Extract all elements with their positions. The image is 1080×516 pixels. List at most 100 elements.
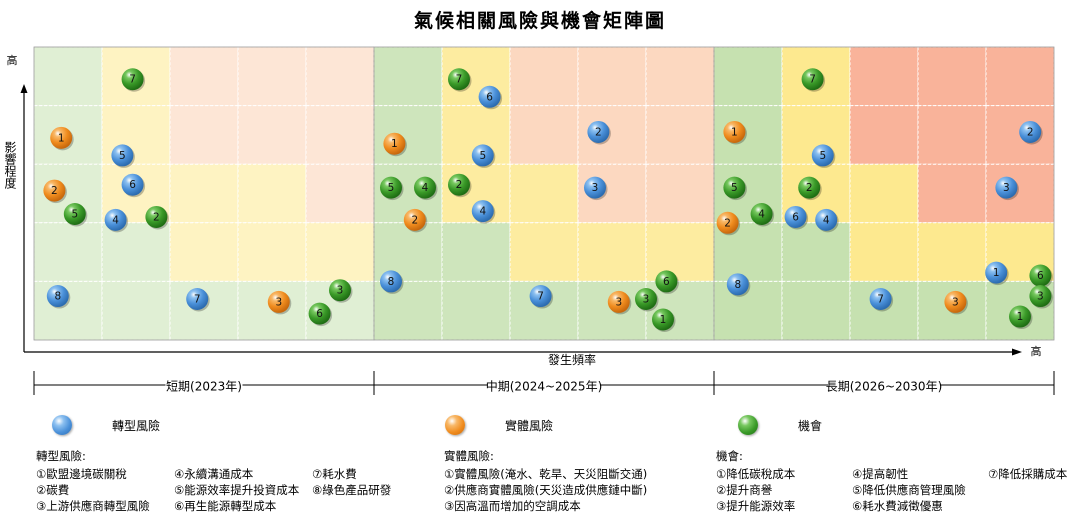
- marker-label: 8: [388, 276, 395, 288]
- physical-risk-marker-1: 1: [723, 120, 747, 145]
- matrix-cell: [645, 105, 715, 165]
- opportunity-marker-3: 3: [635, 287, 659, 312]
- period-label-bg: [165, 377, 243, 393]
- marker-label: 7: [537, 291, 544, 303]
- marker-circle: [50, 126, 73, 149]
- marker-circle: [1009, 305, 1031, 328]
- marker-label: 3: [337, 285, 344, 297]
- description-item: ⑥耗水費減徵優惠: [852, 499, 943, 513]
- transition-risk-marker-5: 5: [811, 144, 836, 168]
- marker-label: 3: [952, 296, 959, 308]
- marker-circle: [145, 205, 168, 228]
- physical-risk-marker-1: 1: [383, 132, 407, 157]
- marker-label: 3: [615, 296, 622, 308]
- marker-label: 1: [731, 126, 738, 138]
- description-item: ②提升商譽: [716, 483, 773, 497]
- marker-circle: [726, 273, 749, 296]
- opportunity-marker-5: 5: [380, 176, 404, 201]
- marker-label: 3: [1003, 182, 1010, 194]
- marker-circle: [471, 144, 494, 167]
- marker-label: 1: [58, 132, 65, 144]
- transition-risk-marker-8: 8: [380, 270, 404, 294]
- marker-label: 2: [806, 182, 813, 194]
- opportunity-marker-5: 5: [63, 203, 88, 227]
- marker-label: 2: [1027, 126, 1034, 138]
- marker-label: 3: [1037, 291, 1044, 303]
- matrix-cell: [237, 163, 307, 224]
- marker-circle: [403, 208, 426, 231]
- period-label-bg: [828, 377, 940, 393]
- description-item: ⑧綠色產品研發: [312, 483, 392, 497]
- marker-circle: [985, 261, 1008, 284]
- marker-circle: [43, 179, 66, 202]
- matrix-cell: [169, 46, 239, 107]
- description-item: ⑥再生能源轉型成本: [174, 499, 277, 513]
- marker-circle: [1019, 120, 1042, 143]
- marker-circle: [471, 200, 494, 223]
- matrix-cell: [849, 105, 919, 165]
- marker-label: 4: [112, 214, 119, 226]
- transition-risk-marker-4: 4: [815, 208, 839, 233]
- matrix-cell: [33, 46, 103, 107]
- marker-label: 8: [734, 279, 741, 291]
- matrix-cell: [577, 222, 647, 282]
- marker-circle: [798, 176, 821, 199]
- matrix-cell: [101, 280, 171, 341]
- opportunity-marker-1: 1: [1009, 305, 1033, 330]
- matrix-cell: [305, 46, 375, 107]
- marker-label: 2: [724, 217, 731, 229]
- marker-circle: [716, 211, 739, 234]
- marker-label: 7: [877, 293, 884, 305]
- matrix-cell: [713, 46, 783, 107]
- period-label: 短期(2023年): [166, 380, 242, 394]
- matrix-cell: [237, 46, 307, 107]
- matrix-cell: [33, 222, 103, 282]
- matrix-cell: [373, 280, 443, 341]
- physical-risk-marker-2: 2: [43, 179, 67, 204]
- matrix-cell: [509, 105, 579, 165]
- transition-risk-marker-7: 7: [186, 287, 210, 312]
- marker-label: 2: [595, 126, 602, 138]
- matrix-cell: [577, 280, 647, 341]
- transition-risk-marker-7: 7: [529, 285, 554, 309]
- matrix-cell: [781, 222, 851, 282]
- opportunity-marker-7: 7: [121, 68, 146, 92]
- risk-opportunity-matrix: 高 高 影響程度 發生頻率 短期(2023年) 中期(2024~2025年) 長期(…: [3, 46, 1055, 395]
- legend-marker-physical-icon: [445, 415, 465, 435]
- marker-circle: [1029, 285, 1052, 308]
- marker-label: 3: [643, 293, 650, 305]
- physical-risk-marker-3: 3: [944, 290, 968, 315]
- physical-risk-marker-2: 2: [716, 211, 741, 236]
- opportunity-marker-7: 7: [448, 68, 472, 92]
- matrix-cell: [849, 222, 919, 282]
- opportunity-marker-2: 2: [448, 173, 472, 198]
- marker-label: 6: [129, 179, 136, 191]
- marker-circle: [944, 290, 967, 313]
- matrix-cell: [645, 222, 715, 282]
- marker-label: 2: [411, 214, 418, 226]
- opportunity-marker-3: 3: [329, 279, 353, 303]
- marker-label: 7: [194, 293, 201, 305]
- marker-label: 6: [316, 308, 323, 320]
- opportunity-marker-4: 4: [414, 176, 438, 201]
- marker-label: 5: [388, 182, 395, 194]
- transition-risk-marker-8: 8: [726, 273, 751, 297]
- marker-label: 7: [129, 74, 136, 86]
- matrix-cell: [849, 46, 919, 107]
- marker-circle: [995, 176, 1018, 199]
- description-item: ⑦降低採購成本: [988, 467, 1068, 481]
- marker-label: 5: [119, 150, 126, 162]
- transition-risk-marker-1: 1: [985, 261, 1009, 286]
- opportunity-marker-2: 2: [145, 205, 169, 230]
- matrix-cell: [169, 163, 239, 224]
- matrix-cell: [917, 163, 987, 224]
- marker-label: 4: [479, 206, 486, 218]
- panel-border: [713, 46, 1055, 341]
- description-item: ④提高韌性: [852, 467, 909, 481]
- marker-circle: [607, 290, 630, 313]
- transition-risk-marker-4: 4: [471, 200, 496, 224]
- description-item: ⑤降低供應商管理風險: [852, 483, 966, 497]
- marker-circle: [448, 173, 470, 196]
- marker-label: 5: [731, 182, 738, 194]
- description-heading: 轉型風險:: [36, 449, 86, 463]
